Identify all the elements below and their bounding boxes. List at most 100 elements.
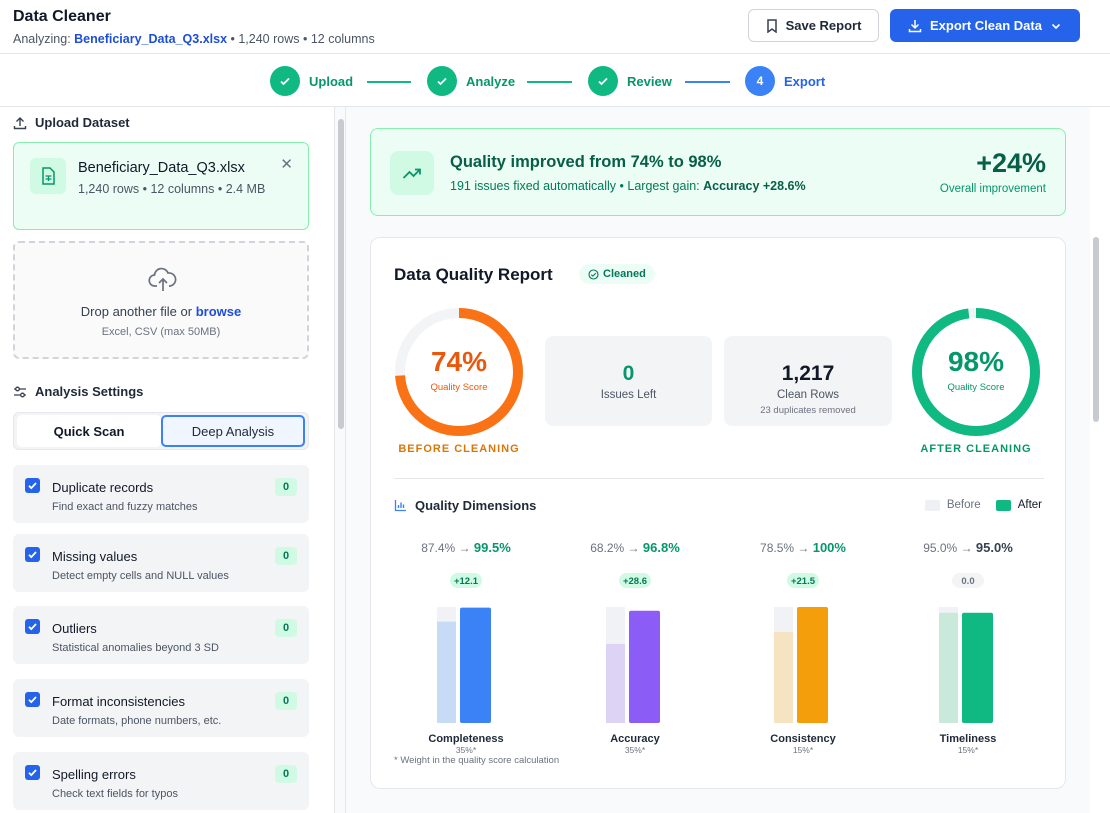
step-review[interactable]: Review [588,66,672,96]
delta-value: 0.0 [961,576,974,587]
progress-stepper: Upload Analyze Review 4 Export [0,54,1110,107]
chart-legend: Before After [924,499,1042,511]
bar-after [629,610,660,723]
category-label: Completeness [428,733,503,745]
checkbox[interactable] [25,478,40,493]
deep-analysis-button[interactable]: Deep Analysis [161,415,305,447]
weight-footnote: * Weight in the quality score calculatio… [394,755,560,766]
checkbox[interactable] [25,547,40,562]
bar-after [797,607,828,723]
legend-swatch-before [924,499,940,511]
delta-badge [619,573,651,588]
delta-badge [787,573,819,588]
sidebar-scrollbar[interactable] [334,107,346,813]
quality-dimensions-chart: 87.4% → 99.5% +12.1 Completeness 68.2% → 96… [421,540,1013,745]
file-name: Beneficiary_Data_Q3.xlsx [78,160,245,176]
step-analyze[interactable]: Analyze [427,66,515,96]
category-label: Timeliness [940,733,997,745]
app-title: Data Cleaner [13,8,111,25]
export-clean-data-button[interactable]: Export Clean Data [890,9,1080,42]
check-icon [588,66,618,96]
scrollbar-thumb[interactable] [338,119,344,429]
after-score-gauge: 98% Quality Score [910,306,1042,438]
improvement-banner: Quality improved from 74% to 98% 191 iss… [370,128,1066,216]
cloud-upload-icon [148,267,177,291]
divider [394,478,1044,479]
analyzing-file-link[interactable]: Beneficiary_Data_Q3.xlsx [74,32,228,46]
analyzing-subtitle: Analyzing: Beneficiary_Data_Q3.xlsx • 1,… [13,32,375,46]
main-scrollbar[interactable] [1090,107,1110,813]
dimension-value-labels: 78.5% → 100% [760,540,846,555]
scrollbar-thumb[interactable] [1093,237,1099,422]
category-label: Consistency [770,733,836,745]
legend-before: Before [946,499,981,511]
step-connector [367,81,411,83]
clean-rows-stat: 1,217 Clean Rows 23 duplicates removed [724,336,892,426]
delta-badge [952,573,984,588]
check-item-spelling[interactable]: Spelling errors Check text fields for ty… [13,752,309,810]
app-header: Data Cleaner Analyzing: Beneficiary_Data… [0,0,1110,54]
save-report-button[interactable]: Save Report [748,9,879,42]
after-score-label: Quality Score [947,382,1005,393]
dimension-value-labels: 68.2% → 96.8% [590,540,680,555]
issue-count-badge: 0 [275,692,297,710]
browse-link[interactable]: browse [195,304,242,319]
checkbox[interactable] [25,765,40,780]
drop-text: Drop another file or browse [80,304,242,319]
upload-icon [13,116,27,129]
weight-label: 35%* [624,745,646,755]
banner-title: Quality improved from 74% to 98% [450,153,722,171]
checkbox[interactable] [25,619,40,634]
check-item-missing-values[interactable]: Missing values Detect empty cells and NU… [13,534,309,592]
bar-after [460,607,491,723]
chevron-down-icon[interactable] [1050,20,1062,32]
overall-improvement-label: Overall improvement [939,183,1046,195]
delta-badge [450,573,482,588]
uploaded-file-card: Beneficiary_Data_Q3.xlsx 1,240 rows • 12… [13,142,309,230]
before-score-value: 74% [430,346,488,377]
check-item-outliers[interactable]: Outliers Statistical anomalies beyond 3 … [13,606,309,664]
category-label: Accuracy [610,733,660,745]
check-circle-icon [588,268,599,280]
issue-count-badge: 0 [275,619,297,637]
close-icon[interactable]: ✕ [280,156,293,173]
delta-value: +21.5 [791,576,816,587]
step-upload[interactable]: Upload [270,66,353,96]
checkbox[interactable] [25,692,40,707]
analysis-mode-toggle: Quick Scan Deep Analysis [13,412,309,450]
bar-after [962,612,993,723]
dimensions-title: Quality Dimensions [394,498,536,513]
dimension-value-labels: 95.0% → 95.0% [923,540,1013,555]
issue-count-badge: 0 [275,547,297,565]
check-item-format[interactable]: Format inconsistencies Date formats, pho… [13,679,309,737]
delta-value: +28.6 [623,576,647,587]
step-number: 4 [745,66,775,96]
weight-label: 35%* [455,745,477,755]
legend-swatch-after [995,499,1011,511]
check-icon [427,66,457,96]
main-panel: Quality improved from 74% to 98% 191 iss… [346,107,1090,813]
cleaned-badge: Cleaned [579,264,655,284]
issues-left-stat: 0 Issues Left [545,336,712,426]
check-item-duplicates[interactable]: Duplicate records Find exact and fuzzy m… [13,465,309,523]
download-icon [908,19,922,32]
drop-hint: Excel, CSV (max 50MB) [101,326,221,338]
bar-before [939,612,958,723]
settings-section-title: Analysis Settings [13,384,143,399]
delta-value: +12.1 [454,576,479,587]
report-title: Data Quality Report [394,265,553,284]
after-caption: AFTER CLEANING [920,443,1032,455]
step-connector [527,81,572,83]
bookmark-icon [766,18,777,33]
check-icon [270,66,300,96]
upload-section-title: Upload Dataset [13,115,130,130]
bar-before [774,631,793,723]
file-drop-zone[interactable]: Drop another file or browse Excel, CSV (… [13,241,309,359]
sliders-icon [14,386,26,397]
weight-label: 15%* [957,745,979,755]
trending-up-icon [390,151,434,195]
spreadsheet-icon [30,158,66,194]
step-export[interactable]: 4 Export [745,66,825,96]
quick-scan-button[interactable]: Quick Scan [17,415,161,447]
bar-before [437,621,456,723]
